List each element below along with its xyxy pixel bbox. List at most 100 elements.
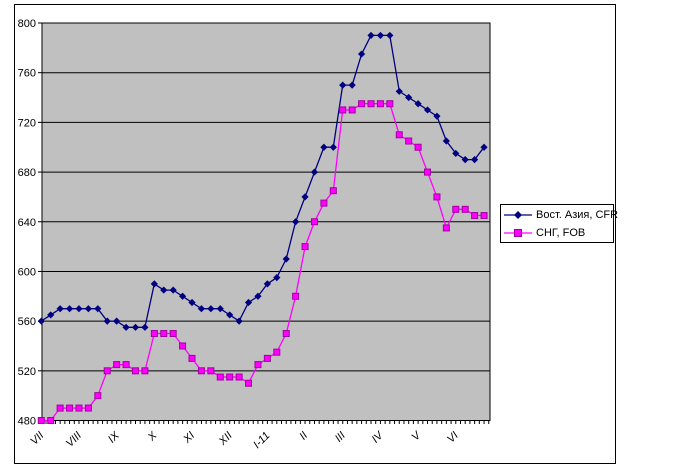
data-point-cis[interactable] (103, 367, 111, 375)
data-point-cis[interactable] (254, 361, 262, 369)
data-point-east-asia[interactable] (188, 298, 196, 307)
legend[interactable]: Вост. Азия, CFR СНГ, FOB (500, 204, 618, 243)
data-point-cis[interactable] (113, 361, 121, 369)
data-point-cis[interactable] (197, 367, 205, 375)
data-point-east-asia[interactable] (339, 81, 347, 89)
data-point-cis[interactable] (320, 199, 328, 207)
data-point-east-asia[interactable] (169, 286, 177, 294)
data-point-cis[interactable] (56, 404, 64, 412)
data-point-east-asia[interactable] (301, 193, 309, 201)
data-point-cis[interactable] (433, 193, 441, 201)
data-point-cis[interactable] (235, 373, 243, 381)
data-point-east-asia[interactable] (376, 31, 385, 40)
data-point-cis[interactable] (245, 379, 253, 387)
data-point-east-asia[interactable] (150, 280, 158, 288)
data-point-east-asia[interactable] (273, 274, 281, 282)
data-point-cis[interactable] (179, 342, 187, 350)
data-point-cis[interactable] (452, 205, 460, 213)
data-point-cis[interactable] (132, 367, 139, 375)
data-point-east-asia[interactable] (84, 305, 92, 313)
data-point-east-asia[interactable] (367, 31, 375, 40)
data-point-east-asia[interactable] (160, 286, 168, 294)
data-point-east-asia[interactable] (75, 305, 83, 313)
data-point-east-asia[interactable] (244, 298, 253, 307)
data-point-east-asia[interactable] (395, 87, 403, 95)
data-point-east-asia[interactable] (103, 317, 111, 325)
y-axis-label: 560 (18, 316, 36, 328)
data-point-cis[interactable] (395, 131, 403, 139)
data-point-east-asia[interactable] (56, 305, 64, 313)
data-point-cis[interactable] (188, 354, 196, 362)
data-point-east-asia[interactable] (113, 317, 121, 325)
data-point-cis[interactable] (273, 348, 281, 356)
data-point-east-asia[interactable] (442, 137, 450, 145)
data-point-east-asia[interactable] (471, 156, 479, 164)
data-point-east-asia[interactable] (47, 311, 55, 319)
data-point-east-asia[interactable] (423, 106, 432, 114)
data-point-cis[interactable] (329, 187, 337, 195)
data-point-cis[interactable] (358, 100, 366, 108)
data-point-east-asia[interactable] (131, 323, 140, 331)
data-point-cis[interactable] (442, 224, 450, 232)
data-point-cis[interactable] (263, 354, 271, 362)
data-point-cis[interactable] (150, 330, 158, 338)
data-point-cis[interactable] (66, 404, 74, 412)
legend-entry-cis[interactable]: СНГ, FOB (503, 224, 611, 241)
data-point-cis[interactable] (414, 143, 422, 151)
data-point-east-asia[interactable] (357, 50, 366, 58)
data-point-cis[interactable] (339, 106, 347, 114)
data-point-cis[interactable] (47, 417, 55, 424)
data-point-cis[interactable] (84, 404, 92, 412)
data-point-cis[interactable] (424, 168, 432, 176)
data-point-east-asia[interactable] (141, 323, 149, 331)
data-point-cis[interactable] (405, 137, 413, 145)
data-point-east-asia[interactable] (292, 218, 300, 226)
data-point-east-asia[interactable] (197, 305, 206, 313)
data-point-east-asia[interactable] (480, 143, 488, 151)
data-point-cis[interactable] (122, 361, 130, 369)
data-point-east-asia[interactable] (405, 93, 413, 102)
data-point-cis[interactable] (471, 212, 479, 220)
data-point-east-asia[interactable] (216, 305, 224, 313)
data-point-east-asia[interactable] (329, 143, 337, 151)
data-point-east-asia[interactable] (461, 156, 469, 164)
data-point-cis[interactable] (226, 373, 234, 381)
data-point-cis[interactable] (75, 404, 83, 412)
data-point-cis[interactable] (216, 373, 224, 381)
data-point-east-asia[interactable] (320, 143, 328, 151)
data-point-east-asia[interactable] (226, 311, 234, 319)
data-point-east-asia[interactable] (433, 112, 441, 120)
data-point-cis[interactable] (301, 243, 309, 251)
data-point-cis[interactable] (376, 100, 384, 108)
data-point-cis[interactable] (207, 367, 215, 375)
data-point-cis[interactable] (169, 330, 177, 338)
data-point-east-asia[interactable] (65, 305, 74, 313)
data-point-east-asia[interactable] (282, 255, 290, 263)
data-point-cis[interactable] (348, 106, 356, 114)
data-point-east-asia[interactable] (94, 305, 102, 313)
data-point-cis[interactable] (141, 367, 149, 375)
data-point-cis[interactable] (292, 292, 300, 300)
data-point-cis[interactable] (282, 330, 290, 338)
data-point-cis[interactable] (37, 417, 45, 424)
data-point-east-asia[interactable] (207, 305, 215, 313)
data-point-east-asia[interactable] (414, 100, 422, 108)
data-point-east-asia[interactable] (254, 292, 262, 300)
data-point-cis[interactable] (160, 330, 168, 338)
data-point-east-asia[interactable] (263, 280, 271, 288)
data-point-east-asia[interactable] (37, 317, 45, 325)
legend-entry-east-asia[interactable]: Вост. Азия, CFR (503, 206, 618, 223)
data-point-cis[interactable] (367, 100, 375, 108)
data-point-cis[interactable] (480, 212, 488, 220)
data-point-east-asia[interactable] (348, 81, 356, 89)
data-point-east-asia[interactable] (179, 292, 187, 300)
data-point-east-asia[interactable] (386, 31, 394, 40)
data-point-cis[interactable] (94, 392, 102, 400)
data-point-east-asia[interactable] (310, 168, 319, 176)
data-point-cis[interactable] (461, 205, 469, 213)
data-point-cis[interactable] (310, 218, 318, 226)
data-point-east-asia[interactable] (235, 317, 243, 325)
data-point-east-asia[interactable] (122, 323, 130, 331)
data-point-east-asia[interactable] (452, 149, 460, 158)
data-point-cis[interactable] (386, 100, 394, 108)
